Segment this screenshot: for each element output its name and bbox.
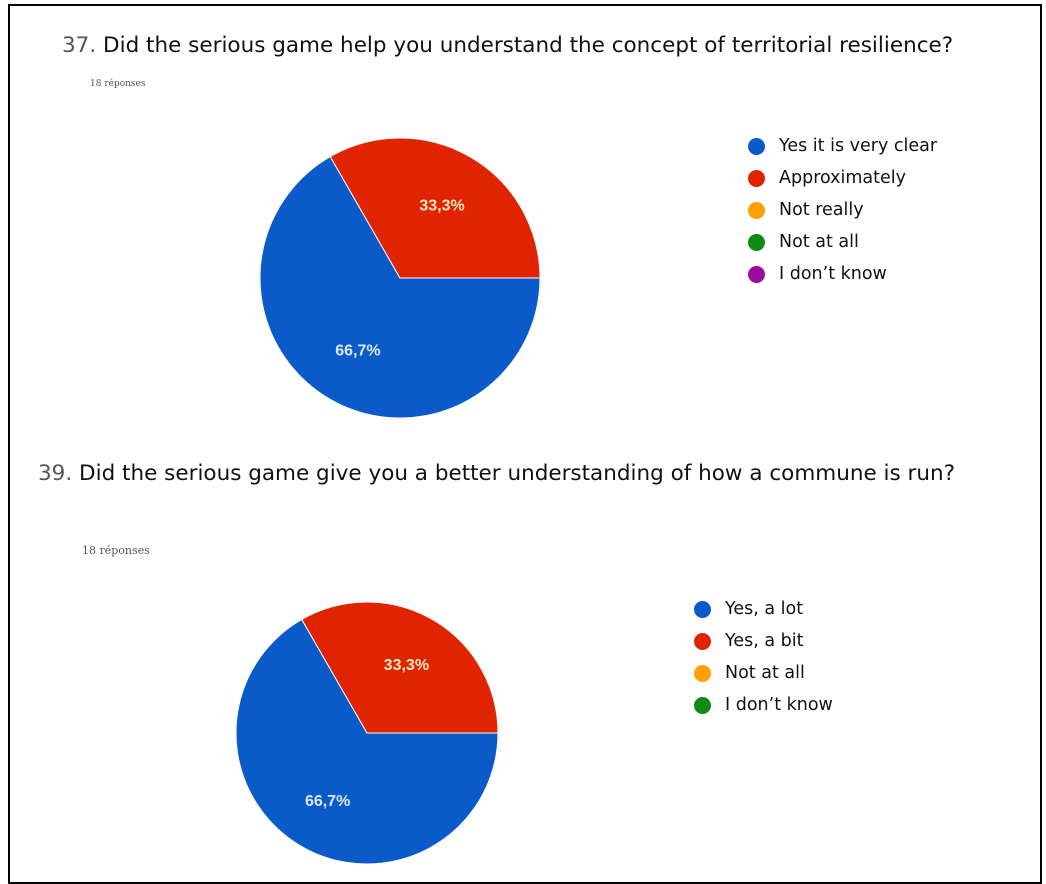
chart-1-title: 37. Did the serious game help you unders… xyxy=(62,33,953,58)
legend-item: Yes it is very clear xyxy=(748,130,937,162)
legend-swatch xyxy=(748,233,765,251)
legend-item: Yes, a lot xyxy=(694,593,833,625)
legend-swatch xyxy=(748,265,765,283)
chart-1-question-text: Did the serious game help you understand… xyxy=(103,33,954,58)
slice-value-label-2: 33,3% xyxy=(384,657,429,674)
chart-2-legend: Yes, a lot Yes, a bit Not at all I don’t kn… xyxy=(694,593,833,721)
legend-swatch xyxy=(694,632,711,650)
legend-label: Yes, a bit xyxy=(725,631,804,651)
legend-item: I don’t know xyxy=(748,258,937,290)
chart-1-legend: Yes it is very clear Approximately Not rea… xyxy=(748,130,937,290)
legend-swatch xyxy=(748,201,765,219)
legend-item: Not at all xyxy=(694,657,833,689)
chart-2-question-text: Did the serious game give you a better u… xyxy=(79,461,956,486)
legend-swatch xyxy=(748,137,765,155)
chart-2-response-count: 18 réponses xyxy=(82,544,150,557)
chart-1-pie: 66,7% 33,3% xyxy=(259,137,541,419)
chart-1-response-count: 18 réponses xyxy=(90,79,146,89)
legend-item: Approximately xyxy=(748,162,937,194)
legend-swatch xyxy=(694,696,711,714)
slice-value-label-1: 66,7% xyxy=(305,793,350,810)
slice-value-label-1: 66,7% xyxy=(335,343,380,360)
pie-slice-1 xyxy=(259,155,541,419)
legend-label: Yes, a lot xyxy=(725,599,804,619)
legend-label: Yes it is very clear xyxy=(779,136,938,156)
legend-label: I don’t know xyxy=(779,264,887,284)
pie-slice-1 xyxy=(235,618,499,865)
pie-slice-2 xyxy=(301,601,499,734)
legend-item: I don’t know xyxy=(694,689,833,721)
legend-label: Not really xyxy=(779,200,864,220)
chart-2-pie: 66,7% 33,3% xyxy=(235,601,499,865)
pie-slice-2 xyxy=(329,137,541,279)
chart-2-question-number: 39. xyxy=(38,461,73,486)
legend-item: Not really xyxy=(748,194,937,226)
legend-label: I don’t know xyxy=(725,695,833,715)
legend-label: Approximately xyxy=(779,168,907,188)
chart-1-question-number: 37. xyxy=(62,33,97,58)
legend-label: Not at all xyxy=(779,232,859,252)
legend-swatch xyxy=(694,664,711,682)
legend-item: Not at all xyxy=(748,226,937,258)
legend-label: Not at all xyxy=(725,663,805,683)
chart-2-title: 39. Did the serious game give you a bett… xyxy=(38,461,955,486)
legend-swatch xyxy=(748,169,765,187)
slice-value-label-2: 33,3% xyxy=(419,197,464,214)
legend-item: Yes, a bit xyxy=(694,625,833,657)
legend-swatch xyxy=(694,600,711,618)
